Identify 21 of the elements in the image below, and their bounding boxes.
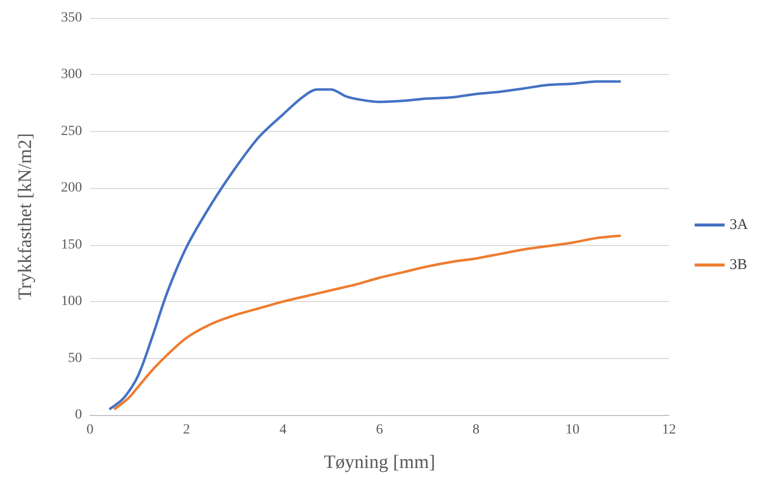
y-tick-label: 200 [61, 180, 82, 196]
y-tick-label: 50 [68, 350, 82, 366]
line-series [108, 80, 622, 411]
x-tick-label: 6 [376, 422, 383, 438]
x-tick-label: 2 [183, 422, 190, 438]
y-tick-label: 150 [61, 237, 82, 252]
x-tick-label: 4 [280, 422, 286, 438]
legend-label: 3B [730, 257, 748, 273]
x-tick-label: 10 [566, 422, 580, 438]
x-axis-title: Tøyning [mm] [324, 452, 436, 473]
y-tick-label: 100 [61, 294, 82, 310]
x-tick-label: 12 [662, 422, 676, 438]
x-tick-label: 8 [472, 422, 480, 438]
line-series [112, 234, 622, 411]
y-axis-title: Trykkfasthet [kN/m2] [15, 133, 36, 300]
y-tick-label: 0 [75, 408, 82, 422]
y-tick-label: 250 [61, 124, 82, 139]
y-tick-label: 300 [61, 67, 82, 82]
x-tick-label: 0 [86, 422, 94, 438]
y-tick-label: 350 [61, 10, 82, 26]
legend-label: 3A [730, 217, 748, 233]
